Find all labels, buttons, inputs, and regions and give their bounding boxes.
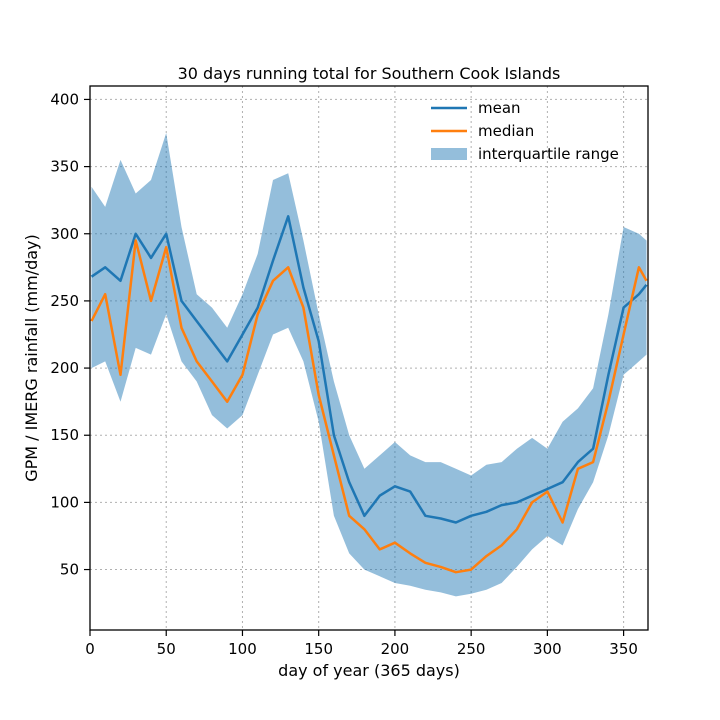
legend-mean-label: mean xyxy=(478,99,521,117)
y-tick-label: 150 xyxy=(50,426,79,444)
y-axis-label: GPM / IMERG rainfall (mm/day) xyxy=(22,234,41,482)
interquartile-range-band xyxy=(91,133,647,597)
x-tick-label: 200 xyxy=(381,640,410,658)
y-tick-label: 300 xyxy=(50,225,79,243)
x-tick-label: 100 xyxy=(228,640,257,658)
legend: mean median interquartile range xyxy=(431,99,619,163)
legend-iqr-label: interquartile range xyxy=(478,145,619,163)
x-tick-label: 350 xyxy=(609,640,638,658)
x-tick-label: 0 xyxy=(85,640,95,658)
interquartile-band-layer xyxy=(91,133,647,597)
legend-median-label: median xyxy=(478,122,534,140)
x-tick-label: 150 xyxy=(304,640,333,658)
mean-line xyxy=(90,215,648,524)
grid xyxy=(89,86,648,630)
x-axis-label: day of year (365 days) xyxy=(278,661,460,680)
legend-iqr-swatch xyxy=(431,148,467,160)
y-tick-label: 200 xyxy=(50,359,79,377)
x-tick-label: 300 xyxy=(533,640,562,658)
series-layer xyxy=(90,215,648,574)
y-tick-label: 100 xyxy=(50,493,79,511)
x-tick-label: 250 xyxy=(457,640,486,658)
x-tick-label: 50 xyxy=(157,640,176,658)
y-tick-label: 250 xyxy=(50,292,79,310)
x-ticks: 0 50 100 150 200 250 300 350 xyxy=(85,630,638,658)
chart-title: 30 days running total for Southern Cook … xyxy=(178,64,561,83)
y-ticks: 50 100 150 200 250 300 350 400 xyxy=(50,90,90,579)
y-tick-label: 50 xyxy=(60,561,79,579)
y-tick-label: 400 xyxy=(50,90,79,108)
median-line xyxy=(90,239,648,574)
y-tick-label: 350 xyxy=(50,158,79,176)
plot-frame xyxy=(89,85,649,631)
